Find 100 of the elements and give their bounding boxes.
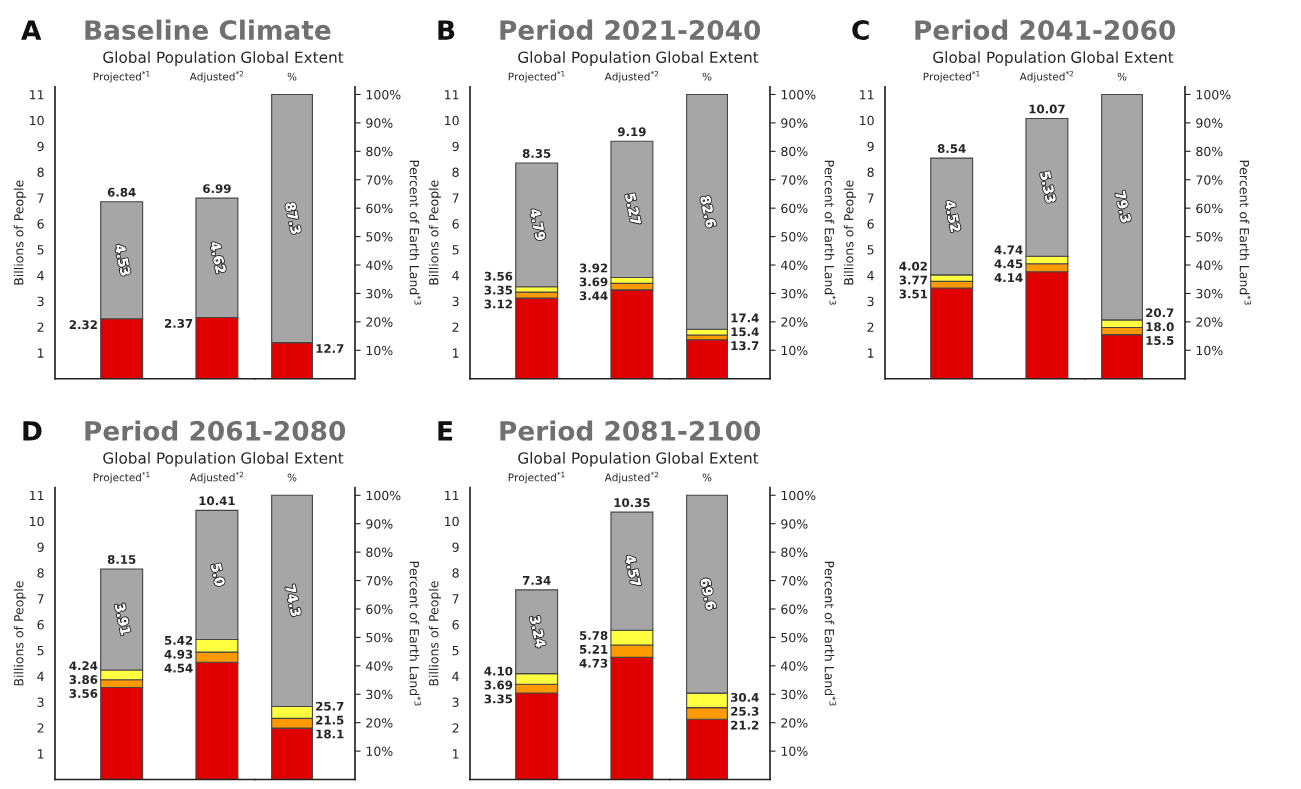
y-tick-label: 2: [37, 322, 44, 332]
y-tick-label: 6: [452, 219, 459, 229]
data-label: 4.62: [209, 241, 227, 274]
annotation: 12.7: [316, 344, 344, 353]
total-label: 10.35: [614, 498, 650, 508]
annotation: 21.2: [731, 720, 759, 730]
y-tick-label: 11: [445, 90, 459, 100]
y-tick-label: 10: [445, 115, 459, 126]
total-label: 10.07: [1029, 104, 1065, 114]
y-tick-label: 40%: [366, 260, 393, 270]
y-tick-label: 9: [452, 542, 459, 552]
data-label: 5.27: [624, 193, 642, 226]
y-tick-label: 9: [37, 542, 44, 552]
total-label: 8.15: [107, 554, 136, 564]
y-tick-label: 4: [37, 271, 44, 281]
y-tick-label: 2: [452, 322, 459, 332]
y-tick-label: 8: [37, 568, 44, 578]
annotation: 18.0: [1146, 322, 1174, 332]
bar: [686, 339, 728, 379]
annotation: 4.93: [164, 649, 193, 659]
chart-subtitle: Global Population: [518, 451, 650, 467]
y-tick-label: 70%: [1196, 175, 1223, 185]
y-tick-label: 8: [452, 167, 459, 177]
x-tick-label: Adjusted$^{*2}$: [189, 471, 244, 484]
annotation: 3.56: [69, 689, 98, 698]
y-tick-label: 80%: [781, 146, 808, 157]
y-tick-label: 80%: [366, 547, 393, 558]
y-tick-label: 100%: [1196, 89, 1231, 100]
y-tick-label: 40%: [366, 661, 393, 671]
y-tick-label: 50%: [366, 632, 393, 643]
chart-title: Period 2021-2040: [500, 19, 761, 41]
y-tick-label: 1: [38, 348, 44, 358]
data-label: 5.33: [1039, 171, 1057, 204]
y-tick-label: 60%: [1196, 203, 1223, 214]
total-label: 6.99: [203, 184, 231, 194]
y-tick-label: 30%: [366, 288, 393, 299]
y-tick-label: 20%: [366, 718, 393, 728]
y-tick-label: 4: [867, 271, 874, 281]
y-tick-label: 40%: [781, 260, 808, 270]
text: E: [438, 421, 453, 441]
annotation: 2.37: [164, 318, 193, 328]
y-tick-label: 90%: [366, 519, 393, 529]
annotation: 15.4: [731, 327, 759, 337]
x-tick-label: Projected$^{*1}$: [508, 471, 565, 484]
y-tick-label: 30%: [366, 689, 393, 700]
y-tick-label: 10%: [366, 345, 393, 356]
data-label: 69.6: [700, 577, 717, 611]
chart-title: Baseline Climate: [85, 19, 331, 41]
x-tick-label: Adjusted$^{*2}$: [604, 471, 659, 484]
y-tick-label: 7: [452, 594, 459, 604]
bar: [515, 297, 559, 379]
y-tick-label: 90%: [781, 118, 808, 128]
chart-subtitle: Global Population: [518, 51, 650, 66]
y-tick-label: 7: [37, 594, 44, 604]
annotation: 4.14: [994, 273, 1023, 282]
y-tick-label: 30%: [781, 288, 808, 299]
data-label: 3.91: [114, 603, 131, 636]
annotation: 4.74: [994, 245, 1023, 255]
y-tick-label: 8: [37, 167, 44, 177]
data-label: 4.53: [114, 243, 131, 276]
annotation: 3.44: [579, 291, 608, 301]
y-tick-label: 2: [867, 322, 874, 332]
y-tick-label: 80%: [781, 547, 808, 558]
chart-subtitle: Global Population: [103, 451, 235, 467]
y-tick-label: 3: [452, 296, 459, 307]
annotation: 3.86: [69, 675, 98, 685]
x-tick-label: %: [702, 72, 712, 81]
y-tick-label: 11: [445, 490, 459, 501]
y-axis-title: Percent of Earth Land$^{*3}$: [1239, 160, 1252, 305]
y-tick-label: 100%: [781, 490, 816, 501]
y-tick-label: 80%: [1196, 146, 1223, 157]
total-label: 9.19: [617, 127, 646, 137]
y-axis-title: Billions of People: [843, 180, 856, 285]
annotation: 21.5: [316, 715, 344, 725]
chart-subtitle: Global Extent: [241, 451, 344, 464]
x-tick-label: Projected$^{*1}$: [93, 471, 150, 484]
y-axis-title: Percent of Earth Land$^{*3}$: [409, 561, 422, 706]
text: B: [438, 20, 455, 40]
y-tick-label: 60%: [366, 203, 393, 214]
y-tick-label: 60%: [781, 203, 808, 214]
y-axis-title: Percent of Earth Land$^{*3}$: [824, 160, 837, 305]
y-tick-label: 70%: [366, 175, 393, 185]
y-tick-label: 9: [37, 141, 44, 152]
y-tick-label: 7: [867, 193, 874, 203]
y-tick-label: 11: [30, 490, 44, 501]
y-tick-label: 10: [445, 516, 459, 527]
y-tick-label: 4: [452, 271, 459, 281]
annotation: 4.02: [899, 261, 927, 271]
y-tick-label: 5: [452, 646, 459, 656]
annotation: 4.54: [164, 663, 193, 673]
y-tick-label: 7: [452, 193, 459, 203]
y-tick-label: 50%: [781, 232, 808, 242]
chart-title: Period 2081-2100: [500, 420, 761, 441]
y-tick-label: 3: [867, 296, 874, 307]
data-label: 4.79: [529, 208, 546, 241]
y-tick-label: 100%: [366, 89, 401, 100]
y-tick-label: 5: [867, 245, 874, 255]
annotation: 3.35: [484, 694, 513, 704]
data-label: 4.52: [944, 199, 961, 233]
annotation: 4.73: [579, 658, 608, 668]
